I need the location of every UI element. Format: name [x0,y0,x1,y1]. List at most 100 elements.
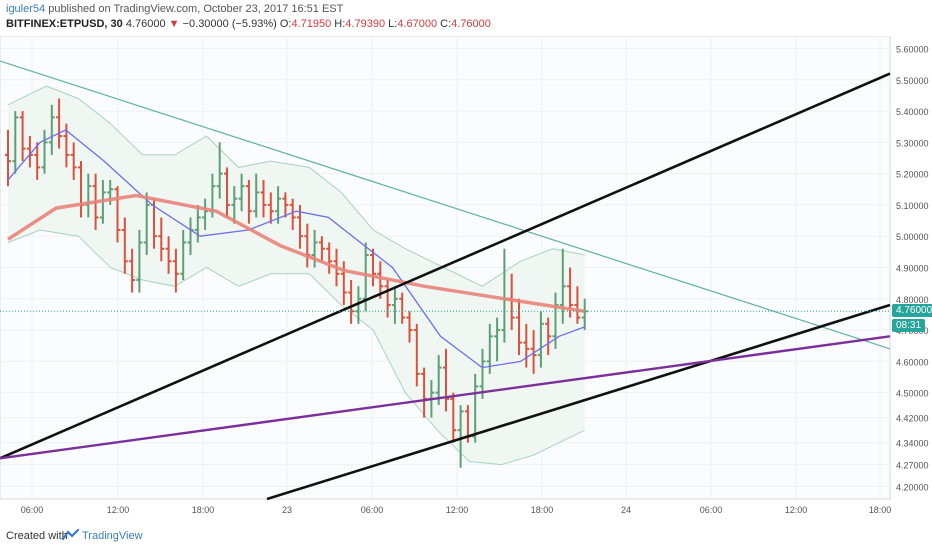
price-tick-label: 4.42000 [896,414,929,424]
ohlc-bar [260,179,267,218]
ohlc-bar [282,192,289,218]
ohlc-bar [238,173,245,212]
ohlc-bar [224,167,230,218]
ohlc-bar [56,98,63,149]
ohlc-bar [545,317,552,356]
created-with-text: Created with [6,530,68,542]
price-tick-label: 4.20000 [896,482,929,492]
time-tick-label: 18:00 [531,505,554,515]
ohlc-bar [121,217,128,274]
ohlc-bar [114,186,121,243]
high-value: 4.79390 [345,18,386,30]
tradingview-brand[interactable]: TradingView [82,530,143,542]
ema-line [7,193,585,314]
price-tick-label: 5.30000 [896,138,929,148]
ohlc-bar [413,323,420,387]
ohlc-bar [26,136,33,168]
bollinger-band-fill [8,86,585,465]
ohlc-bar [318,236,325,262]
price-tick-label: 4.34000 [896,439,929,449]
price-tick-label: 4.27000 [896,461,929,471]
price-tick-label: 4.50000 [896,389,929,399]
ohlc-bar [245,179,252,224]
time-tick-label: 06:00 [361,505,384,515]
ohlc-bar [34,142,41,180]
time-tick-label: 12:00 [107,505,130,515]
time-axis[interactable]: 06:00 12:00 18:00 23 06:00 12:00 18:00 24 06:00 1… [21,505,892,515]
price-tick-label: 5.60000 [896,45,929,55]
ohlc-bar [406,311,413,343]
trend-lines [0,60,891,501]
ohlc-bar [253,173,260,218]
price-tick-label: 5.40000 [896,107,929,117]
price-tick-label: 5.50000 [896,76,929,86]
tradingview-logo-icon [62,528,80,541]
ohlc-bar [457,405,464,468]
symbol[interactable]: BITFINEX:ETPUSD, 30 [6,18,123,30]
bar-timer-badge: 08:31 [892,319,926,333]
time-tick-label: 12:00 [446,505,469,515]
price-tick-label: 5.20000 [896,170,929,180]
ohlc-bar [136,229,143,293]
grid [0,36,890,499]
time-tick-label: 06:00 [700,505,723,515]
ohlc-bar [267,192,274,224]
ohlc-bar [275,186,282,224]
ohlc-bar [158,217,165,262]
time-tick-label: 23 [282,505,292,515]
change-value: −0.30000 (−5.93%) [182,18,277,30]
last-price-badge: 4.76000 [892,304,932,318]
ohlc-bar [172,248,179,293]
price-chart[interactable]: 5.60000 5.50000 5.40000 5.30000 5.20000 5.100… [0,36,932,522]
ohlc-bar [70,142,77,180]
price-tick-label: 4.90000 [896,264,929,274]
ohlc-bar [435,355,442,406]
close-label: C: [440,18,452,30]
published-text: published on TradingView.com, October 23… [48,3,344,15]
ohlc-bar [516,298,522,356]
price-axis[interactable]: 5.60000 5.50000 5.40000 5.30000 5.20000 5.100… [896,45,929,493]
open-value: 4.71950 [291,18,332,30]
ohlc-bar [311,229,318,268]
bollinger-lower-line [7,229,585,466]
ohlc-bar [41,129,48,174]
price-tick-label: 4.80000 [896,295,929,305]
chart-header: iguler54 published on TradingView.com, O… [0,0,932,34]
channel-trend-line [0,72,891,460]
ohlc-bar [537,311,544,368]
channel-trend-line [266,303,891,501]
ohlc-bar [326,242,333,274]
ohlc-bar [399,292,406,324]
publish-line: iguler54 published on TradingView.com, O… [6,3,343,15]
bollinger-upper-line [7,85,585,287]
ohlc-bar [479,348,486,399]
last-price: 4.76000 [125,18,166,30]
bollinger-basis-line [7,129,585,369]
footer: Created with TradingView [0,522,932,550]
price-bars [5,98,588,468]
ohlc-bar [216,142,223,199]
ohlc-bar [289,198,296,230]
close-value: 4.76000 [451,18,491,30]
author-link[interactable]: iguler54 [6,3,46,15]
ohlc-bar [194,204,201,243]
change-arrow-icon: ▼ [168,18,180,30]
price-tick-label: 4.60000 [896,357,929,367]
ohlc-bar [523,323,530,368]
ohlc-bar [494,317,501,362]
ohlc-bar [5,129,11,187]
purple-trend-line [0,335,891,460]
ohlc-bar [12,111,19,174]
time-tick-label: 24 [621,505,631,515]
ohlc-bar [370,248,376,287]
time-tick-label: 12:00 [785,505,808,515]
ohlc-bar [231,186,238,224]
high-label: H: [334,18,346,30]
ohlc-bar [443,348,449,412]
trend_green-trend-line [0,60,891,350]
ohlc-bar [559,248,566,324]
ohlc-bar [19,111,26,162]
ohlc-bar [143,192,150,255]
low-label: L: [388,18,398,30]
ohlc-bar [574,286,581,324]
